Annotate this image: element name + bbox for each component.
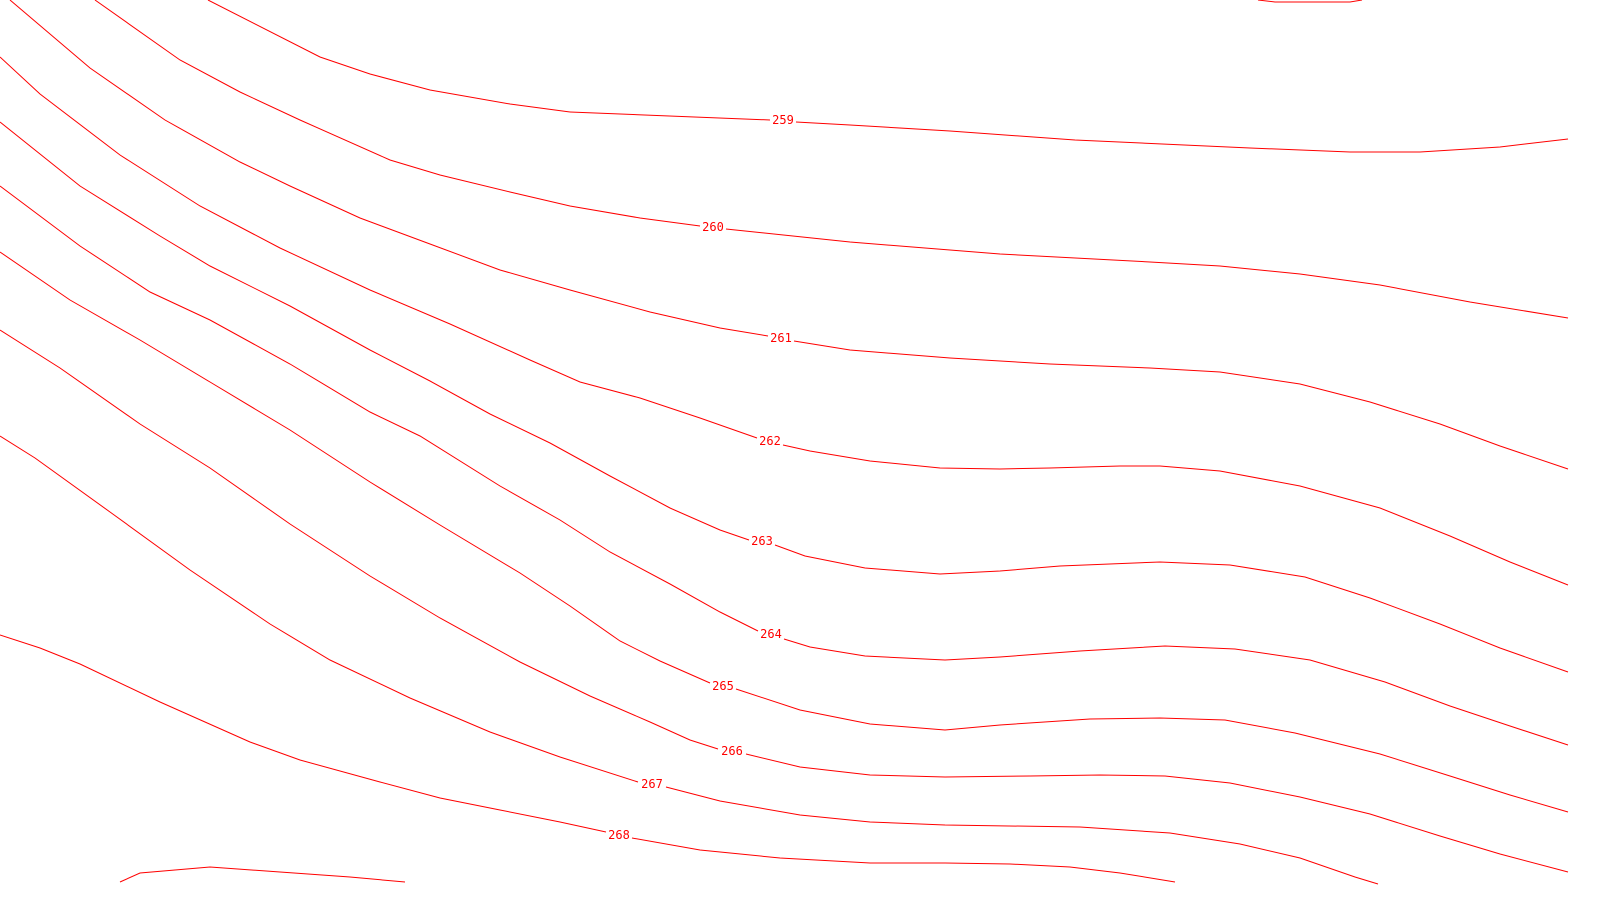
svg-text:263: 263 [751, 534, 773, 548]
contour-label-267: 267 [641, 777, 663, 791]
svg-text:266: 266 [721, 744, 743, 758]
contour-line-265 [0, 251, 1569, 813]
svg-text:259: 259 [772, 113, 794, 127]
svg-text:265: 265 [712, 679, 734, 693]
svg-text:261: 261 [770, 331, 792, 345]
svg-text:260: 260 [702, 220, 724, 234]
contour-line-268 [0, 634, 1176, 883]
contour-line-259 [569, 111, 1569, 153]
svg-text:267: 267 [641, 777, 663, 791]
contour-label-266: 266 [721, 744, 743, 758]
svg-text:264: 264 [760, 627, 782, 641]
contour-line-260 [94, 0, 1569, 319]
svg-text:262: 262 [759, 434, 781, 448]
contour-line-267 [0, 435, 1379, 885]
contour-label-261: 261 [770, 331, 792, 345]
contour-line-264 [0, 185, 1569, 746]
contour-label-268: 268 [608, 828, 630, 842]
contour-line-266 [0, 329, 1569, 873]
contour-line-263 [0, 121, 1569, 673]
contour-label-262: 262 [759, 434, 781, 448]
contour-line-unlabeled-1 [207, 0, 571, 113]
svg-text:268: 268 [608, 828, 630, 842]
contour-line-262 [0, 56, 1569, 586]
contour-line-261 [9, 0, 1569, 470]
contour-label-263: 263 [751, 534, 773, 548]
contour-label-260: 260 [702, 220, 724, 234]
contour-label-259: 259 [772, 113, 794, 127]
contour-label-265: 265 [712, 679, 734, 693]
contour-label-264: 264 [760, 627, 782, 641]
contour-line-fragment-bottom [119, 866, 406, 883]
contour-line-fragment-top [1257, 0, 1363, 3]
